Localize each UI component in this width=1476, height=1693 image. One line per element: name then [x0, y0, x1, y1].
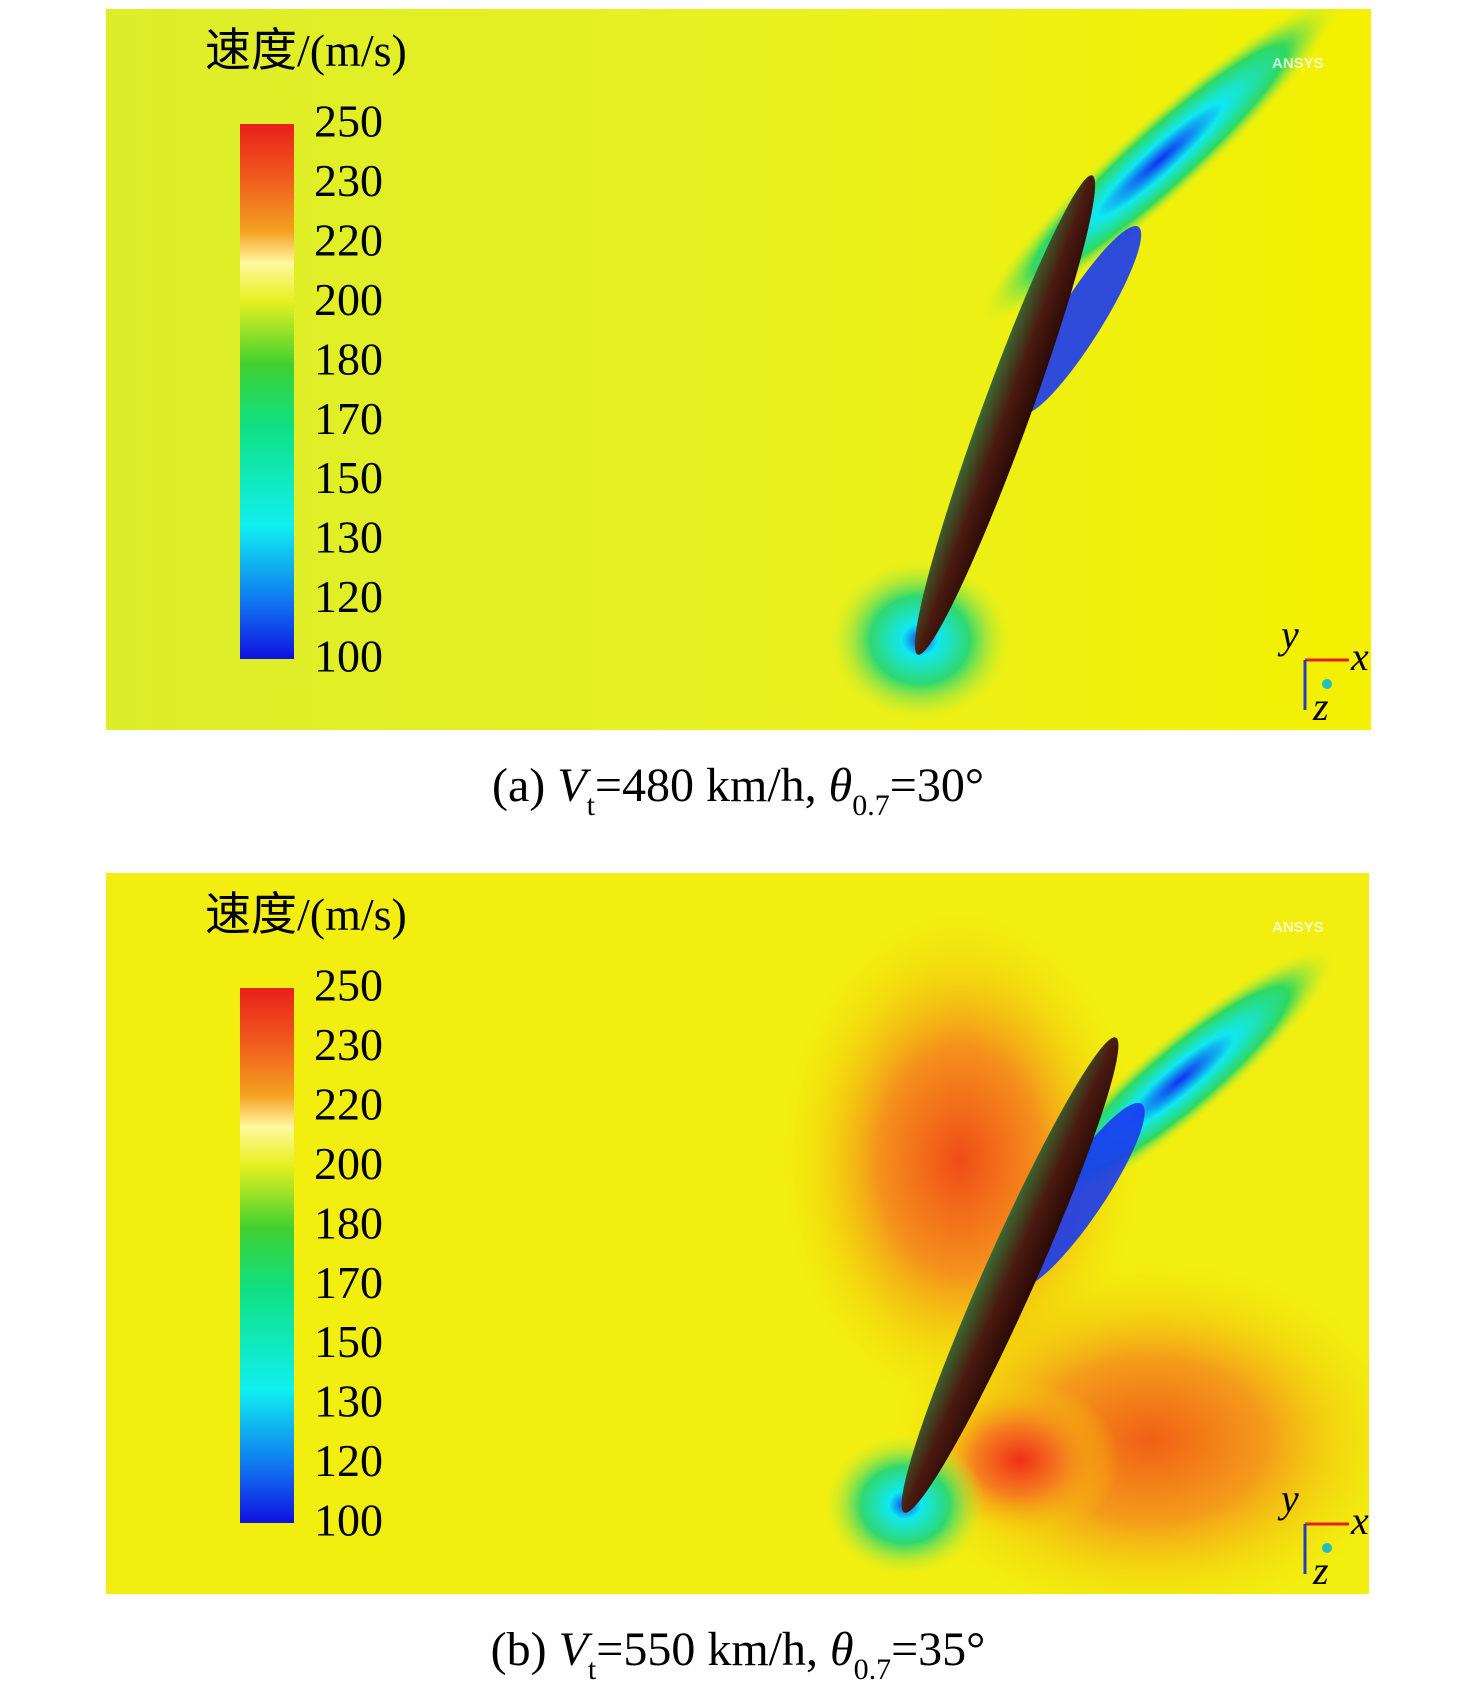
caption-label: (b)	[491, 1623, 559, 1676]
colorbar-tick-label: 150	[314, 1316, 383, 1367]
caption-text: =30°	[890, 759, 984, 812]
colorbar-tick-label: 150	[314, 452, 383, 503]
caption-subscript: t	[588, 1653, 597, 1686]
caption-text: =480 km/h,	[595, 759, 829, 812]
colorbar-tick-label: 170	[314, 393, 383, 444]
colorbar-tick-label: 230	[314, 155, 383, 206]
caption-subscript: 0.7	[852, 789, 890, 822]
watermark: ANSYS	[1272, 55, 1324, 72]
caption-subscript: 0.7	[854, 1653, 892, 1686]
colorbar-tick-label: 180	[314, 333, 383, 384]
caption-symbol: θ	[830, 1623, 854, 1676]
axis-label: z	[1312, 684, 1329, 729]
legend-title: 速度/(m/s)	[205, 25, 407, 76]
colorbar-tick-label: 200	[314, 1138, 383, 1189]
colorbar-tick-label: 180	[314, 1197, 383, 1248]
colorbar-tick-label: 200	[314, 274, 383, 325]
colorbar-tick-label: 100	[314, 631, 383, 682]
axis-label: x	[1350, 1498, 1369, 1543]
colorbar-tick-label: 130	[314, 1376, 383, 1427]
colorbar-tick-label: 230	[314, 1019, 383, 1070]
caption: (b) Vt=550 km/h, θ0.7=35°	[491, 1623, 986, 1686]
colorbar-tick-label: 120	[314, 1435, 383, 1486]
caption-symbol: θ	[829, 759, 853, 812]
caption-label: (a)	[492, 759, 557, 812]
colorbar	[240, 124, 294, 659]
axis-origin	[1322, 679, 1332, 689]
caption-symbol: V	[557, 759, 591, 812]
caption: (a) Vt=480 km/h, θ0.7=30°	[492, 759, 984, 822]
contour-field	[106, 9, 1371, 730]
caption-text: =550 km/h,	[596, 1623, 830, 1676]
watermark: ANSYS	[1272, 919, 1324, 936]
colorbar-tick-label: 100	[314, 1495, 383, 1546]
contour-field	[106, 873, 1369, 1594]
colorbar-tick-label: 220	[314, 1078, 383, 1129]
caption-text: =35°	[891, 1623, 985, 1676]
colorbar	[240, 988, 294, 1523]
colorbar-tick-label: 220	[314, 214, 383, 265]
colorbar-tick-label: 250	[314, 960, 383, 1011]
axis-label: y	[1277, 1476, 1299, 1521]
colorbar-tick-label: 170	[314, 1257, 383, 1308]
axis-origin	[1322, 1543, 1332, 1553]
legend-title: 速度/(m/s)	[205, 889, 407, 940]
colorbar-tick-label: 130	[314, 512, 383, 563]
axis-label: y	[1277, 612, 1299, 657]
caption-subscript: t	[587, 789, 596, 822]
caption-symbol: V	[559, 1623, 593, 1676]
colorbar-tick-label: 120	[314, 571, 383, 622]
colorbar-tick-label: 250	[314, 96, 383, 147]
axis-label: x	[1350, 634, 1369, 679]
axis-label: z	[1312, 1548, 1329, 1593]
